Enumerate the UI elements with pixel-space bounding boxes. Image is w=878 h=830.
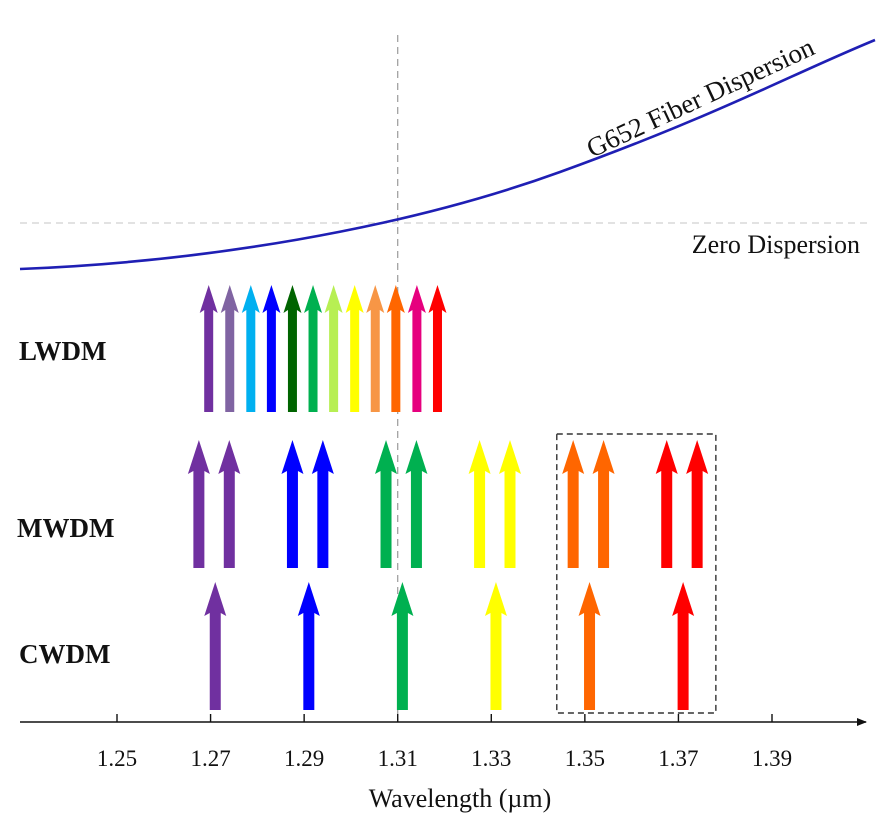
x-tick-label: 1.25 bbox=[97, 746, 137, 771]
x-axis-title: Wavelength (µm) bbox=[369, 784, 552, 813]
lwdm-channel-arrow-4 bbox=[262, 285, 281, 412]
mwdm-channel-arrow-3 bbox=[281, 440, 304, 568]
lwdm-channel-arrow-3 bbox=[241, 285, 260, 412]
x-tick-label: 1.35 bbox=[565, 746, 605, 771]
mwdm-channel-arrow-5 bbox=[375, 440, 398, 568]
lwdm-channel-arrow-2 bbox=[220, 285, 239, 412]
x-tick-label: 1.33 bbox=[471, 746, 511, 771]
mwdm-channel-arrow-2 bbox=[218, 440, 241, 568]
x-tick-label: 1.37 bbox=[658, 746, 698, 771]
lwdm-channel-arrow-9 bbox=[366, 285, 385, 412]
cwdm-channel-arrow-1 bbox=[204, 582, 227, 710]
lwdm-channel-arrow-7 bbox=[324, 285, 343, 412]
cwdm-channel-arrow-4 bbox=[484, 582, 507, 710]
row-label-lwdm: LWDM bbox=[19, 336, 107, 366]
mwdm-channel-arrow-9 bbox=[562, 440, 585, 568]
cwdm-channel-arrow-6 bbox=[672, 582, 695, 710]
zero-dispersion-label: Zero Dispersion bbox=[692, 230, 860, 259]
lwdm-channel-arrow-11 bbox=[407, 285, 426, 412]
x-tick-label: 1.39 bbox=[752, 746, 792, 771]
x-axis-ticks: 1.25 1.27 1.29 1.31 1.33 1.35 1.37 1.39 bbox=[97, 714, 792, 771]
mwdm-channel-arrow-1 bbox=[187, 440, 210, 568]
lwdm-channel-arrow-10 bbox=[386, 285, 405, 412]
mwdm-channel-arrows bbox=[187, 440, 709, 568]
g652-dispersion-curve bbox=[19, 38, 876, 271]
mwdm-channel-arrow-4 bbox=[311, 440, 334, 568]
lwdm-channel-arrow-1 bbox=[199, 285, 218, 412]
cwdm-channel-arrow-5 bbox=[578, 582, 601, 710]
row-label-mwdm: MWDM bbox=[17, 513, 114, 543]
x-tick-label: 1.31 bbox=[378, 746, 418, 771]
mwdm-channel-arrow-8 bbox=[499, 440, 521, 568]
cwdm-channel-arrow-2 bbox=[297, 582, 320, 710]
row-label-cwdm: CWDM bbox=[19, 639, 110, 669]
mwdm-channel-arrow-7 bbox=[468, 440, 491, 568]
mwdm-channel-arrow-11 bbox=[655, 440, 678, 568]
lwdm-channel-arrow-8 bbox=[345, 285, 364, 412]
mwdm-channel-arrow-10 bbox=[592, 440, 615, 568]
lwdm-channel-arrow-12 bbox=[428, 285, 447, 412]
g652-curve-label: G652 Fiber Dispersion bbox=[582, 31, 819, 163]
cwdm-channel-arrow-3 bbox=[391, 582, 414, 710]
mwdm-channel-arrow-12 bbox=[686, 440, 709, 568]
mwdm-channel-arrow-6 bbox=[405, 440, 428, 568]
lwdm-channel-arrow-5 bbox=[283, 285, 302, 412]
x-tick-label: 1.29 bbox=[284, 746, 324, 771]
cwdm-channel-arrows bbox=[204, 582, 695, 710]
x-tick-label: 1.27 bbox=[190, 746, 230, 771]
lwdm-channel-arrow-6 bbox=[304, 285, 323, 412]
lwdm-channel-arrows bbox=[199, 285, 447, 412]
